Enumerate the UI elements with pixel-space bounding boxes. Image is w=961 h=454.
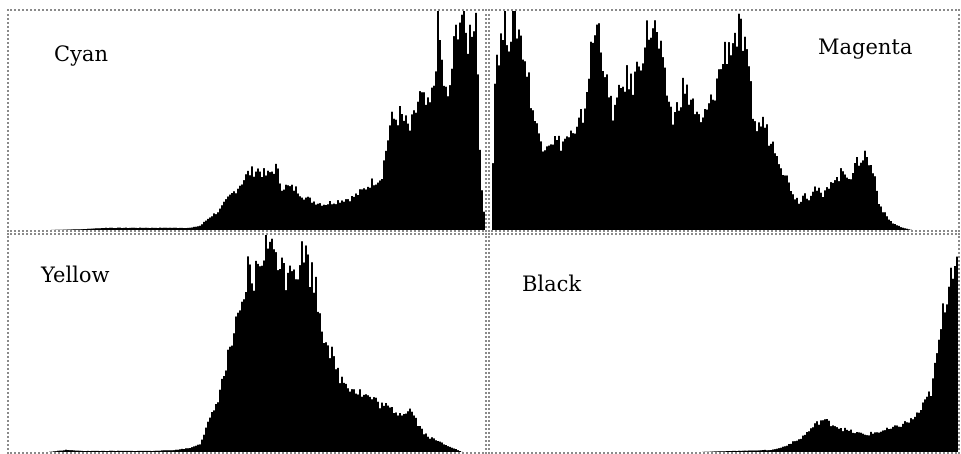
histogram-magenta-svg <box>490 11 958 230</box>
histogram-cyan-svg <box>9 11 485 230</box>
histogram-area-black <box>490 235 958 452</box>
histogram-panel-yellow: Yellow <box>7 233 487 454</box>
histogram-panel-cyan: Cyan <box>7 9 487 232</box>
histogram-yellow-svg <box>9 235 485 452</box>
histogram-area-cyan <box>9 11 485 230</box>
histogram-area-yellow <box>9 235 485 452</box>
histogram-area-magenta <box>490 11 958 230</box>
histogram-black-svg <box>490 235 958 452</box>
channel-label-cyan: Cyan <box>54 42 108 66</box>
channel-label-magenta: Magenta <box>818 35 913 59</box>
histogram-panel-black: Black <box>488 233 960 454</box>
channel-label-yellow: Yellow <box>41 263 110 287</box>
channel-label-black: Black <box>522 272 582 296</box>
histogram-panel-magenta: Magenta <box>488 9 960 232</box>
